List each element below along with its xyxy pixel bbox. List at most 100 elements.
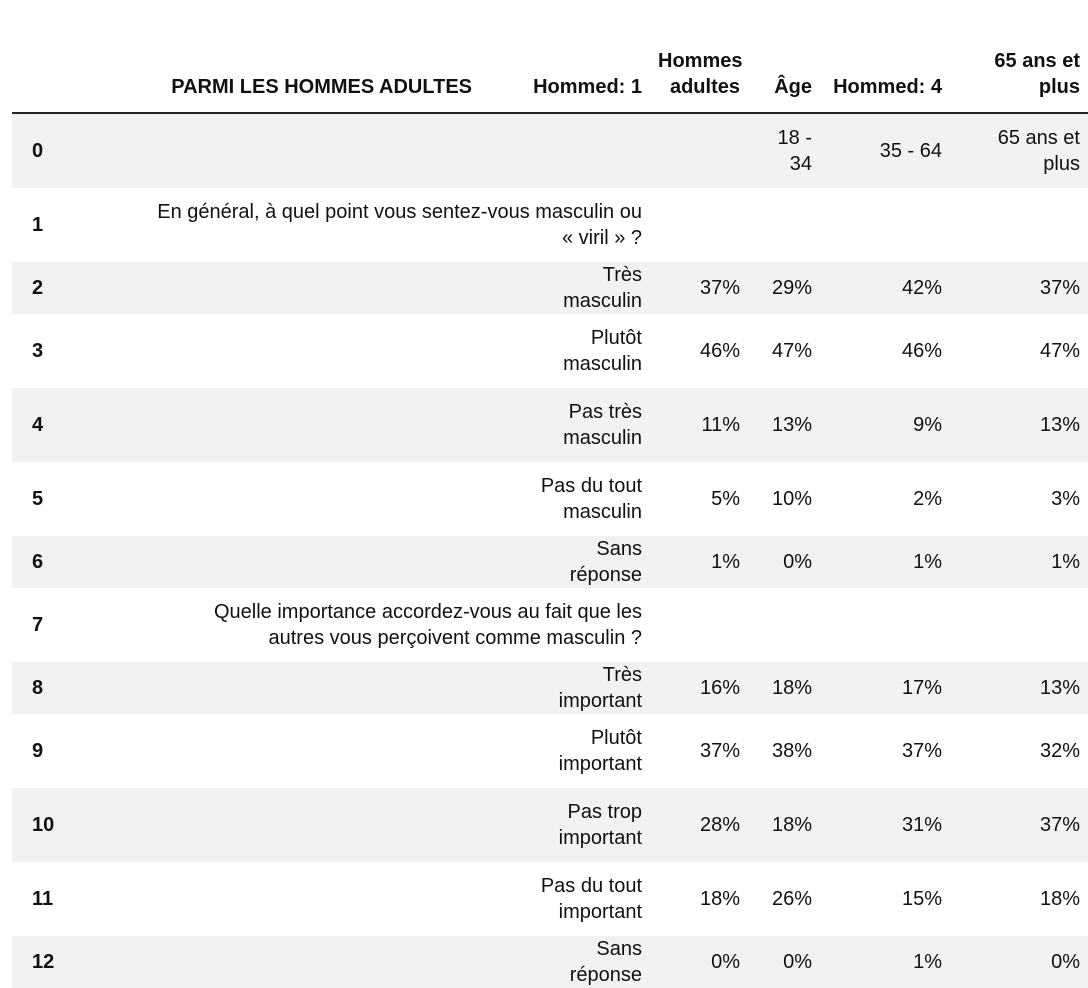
table-cell: 37%: [699, 277, 740, 299]
table-cell: 1%: [913, 951, 942, 973]
table-row: 5 Pas du tout masculin 5% 10% 2% 3%: [12, 462, 1088, 536]
table-cell: 18%: [771, 814, 812, 836]
table-cell: [820, 188, 950, 262]
table-cell: [75, 714, 480, 788]
table-cell: [650, 588, 748, 662]
table-cell: [820, 588, 950, 662]
table-cell: 65 ans et plus: [997, 127, 1080, 175]
table-row: 3 Plutôt masculin 46% 47% 46% 47%: [12, 314, 1088, 388]
table-cell: 37%: [1039, 814, 1080, 836]
table-cell: [75, 788, 480, 862]
table-cell: Pas du tout important: [540, 875, 642, 923]
table-cell: 11%: [701, 414, 740, 436]
row-index: 2: [32, 277, 44, 299]
table-cell: 18%: [699, 888, 740, 910]
table-cell: 0%: [783, 551, 812, 573]
table-cell: 31%: [901, 814, 942, 836]
table-cell: 9%: [913, 414, 942, 436]
table-cell: [650, 113, 748, 188]
table-row: 0 18 - 34 35 - 64 65 ans et plus: [12, 113, 1088, 188]
table-cell: 0%: [783, 951, 812, 973]
table-cell: [75, 536, 480, 588]
table-cell: Sans réponse: [569, 538, 642, 586]
table-cell: 26%: [771, 888, 812, 910]
table-cell: 37%: [699, 740, 740, 762]
table-cell: Quelle importance accordez-vous au fait …: [213, 601, 642, 649]
header-row: PARMI LES HOMMES ADULTES Hommed: 1 Hommes …: [12, 0, 1088, 114]
row-index: 8: [32, 677, 44, 699]
table-cell: 28%: [699, 814, 740, 836]
row-index: 0: [32, 140, 44, 162]
table-cell: 37%: [901, 740, 942, 762]
table-cell: Pas trop important: [558, 801, 642, 849]
table-row: 4 Pas très masculin 11% 13% 9% 13%: [12, 388, 1088, 462]
table-row: 1 En général, à quel point vous sentez-vo…: [12, 188, 1088, 262]
column-header: Hommes adultes: [650, 0, 748, 114]
column-header: Hommed: 4: [820, 0, 950, 114]
table-cell: 1%: [1051, 551, 1080, 573]
column-header: Âge: [748, 0, 820, 114]
table-cell: 1%: [711, 551, 740, 573]
table-cell: [75, 388, 480, 462]
table-cell: 42%: [901, 277, 942, 299]
table-row: 2 Très masculin 37% 29% 42% 37%: [12, 262, 1088, 314]
table-cell: [75, 113, 480, 188]
table-cell: [75, 262, 480, 314]
table-cell: [75, 862, 480, 936]
row-index: 11: [32, 888, 54, 910]
row-index: 4: [32, 414, 44, 436]
table-cell: 47%: [771, 340, 812, 362]
table-cell: 46%: [699, 340, 740, 362]
row-index: 9: [32, 740, 44, 762]
table-row: 12 Sans réponse 0% 0% 1% 0%: [12, 936, 1088, 988]
table-cell: 17%: [901, 677, 942, 699]
table-cell: 38%: [771, 740, 812, 762]
table-cell: 0%: [711, 951, 740, 973]
table-cell: 13%: [1039, 414, 1080, 436]
table-cell: Plutôt masculin: [563, 327, 642, 375]
row-index: 3: [32, 340, 44, 362]
table-cell: 5%: [711, 488, 740, 510]
row-index: 6: [32, 551, 44, 573]
table-cell: Pas du tout masculin: [540, 475, 642, 523]
table-cell: 10%: [771, 488, 812, 510]
table-cell: 29%: [771, 277, 812, 299]
table-cell: 18 - 34: [777, 127, 812, 175]
row-index: 1: [32, 214, 44, 236]
table-cell: 13%: [1039, 677, 1080, 699]
data-table: PARMI LES HOMMES ADULTES Hommed: 1 Hommes …: [12, 0, 1088, 988]
table-cell: [75, 936, 480, 988]
table-cell: [950, 588, 1088, 662]
table-cell: 35 - 64: [879, 140, 942, 162]
table-cell: 46%: [901, 340, 942, 362]
table-cell: Plutôt important: [558, 727, 642, 775]
column-header: PARMI LES HOMMES ADULTES: [75, 0, 480, 114]
row-index: 10: [32, 814, 55, 836]
table-cell: 0%: [1051, 951, 1080, 973]
table-cell: [650, 188, 748, 262]
table-cell: En général, à quel point vous sentez-vou…: [157, 201, 642, 249]
table-row: 7 Quelle importance accordez-vous au fait…: [12, 588, 1088, 662]
table-cell: 2%: [913, 488, 942, 510]
table-row: 11 Pas du tout important 18% 26% 15% 18%: [12, 862, 1088, 936]
table-cell: Pas très masculin: [563, 401, 642, 449]
table-cell: 47%: [1039, 340, 1080, 362]
table-cell: Très masculin: [563, 264, 642, 312]
table-row: 8 Très important 16% 18% 17% 13%: [12, 662, 1088, 714]
table-cell: 16%: [699, 677, 740, 699]
table-cell: [75, 462, 480, 536]
column-header: 65 ans et plus: [950, 0, 1088, 114]
row-index: 12: [32, 951, 55, 973]
table-cell: 15%: [901, 888, 942, 910]
row-index: 7: [32, 614, 44, 636]
table-cell: [480, 113, 650, 188]
table-cell: [950, 188, 1088, 262]
table-cell: 18%: [771, 677, 812, 699]
table-cell: [748, 188, 820, 262]
table-cell: 32%: [1039, 740, 1080, 762]
row-index: 5: [32, 488, 44, 510]
table-cell: 1%: [913, 551, 942, 573]
column-header: Hommed: 1: [480, 0, 650, 114]
table-cell: [75, 662, 480, 714]
